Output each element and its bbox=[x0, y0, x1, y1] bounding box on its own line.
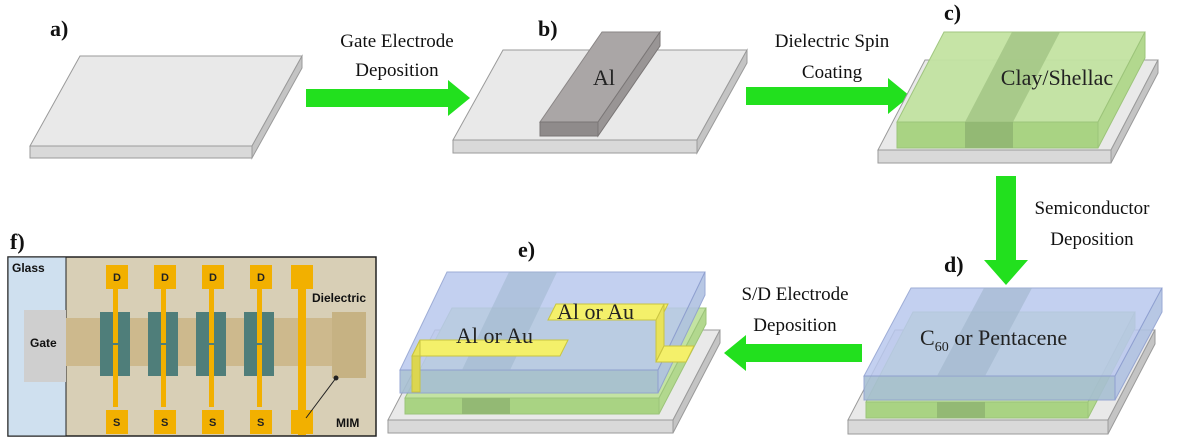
substrate-front bbox=[29, 145, 253, 159]
drain-pad bbox=[154, 265, 176, 289]
panel-b-label: b) bbox=[538, 16, 558, 41]
source-pad bbox=[202, 410, 224, 434]
drain-pad bbox=[250, 265, 272, 289]
step-sd-deposition: S/D Electrode Deposition bbox=[724, 284, 862, 371]
step-gate-line1: Gate Electrode bbox=[340, 31, 453, 52]
drain-electrode bbox=[547, 303, 669, 321]
transistor-2: D S bbox=[148, 265, 178, 434]
source-pad bbox=[250, 410, 272, 434]
drain-finger bbox=[161, 285, 166, 343]
panel-d: d) C60 or Pentacene bbox=[847, 252, 1163, 435]
step-semi-line1: Semiconductor bbox=[1034, 198, 1150, 219]
arrow-left-icon bbox=[724, 335, 862, 371]
mim-capacitor bbox=[332, 312, 366, 378]
gate-material-label: Al bbox=[593, 65, 615, 90]
source-pad-label: S bbox=[257, 417, 264, 429]
drain-finger bbox=[113, 285, 118, 343]
source-pad bbox=[154, 410, 176, 434]
substrate-front bbox=[847, 419, 1109, 435]
substrate-side bbox=[1107, 329, 1156, 435]
source-pad bbox=[106, 410, 128, 434]
source-pad-label: S bbox=[209, 417, 216, 429]
mim-leader-dot bbox=[333, 375, 339, 381]
drain-pad bbox=[106, 265, 128, 289]
step-semi-line2: Deposition bbox=[1050, 229, 1134, 250]
step-dielectric-line2: Coating bbox=[802, 62, 863, 83]
transistor-1: D S bbox=[100, 265, 130, 434]
transistor-3: D S bbox=[196, 265, 226, 434]
source-finger bbox=[257, 345, 262, 407]
buried-gate-shadow bbox=[937, 288, 1032, 376]
dielectric-material-label: Clay/Shellac bbox=[1001, 65, 1114, 90]
arrow-right-icon bbox=[746, 78, 910, 114]
arrow-right-icon bbox=[306, 80, 470, 116]
substrate-side bbox=[1110, 59, 1159, 164]
buried-gate bbox=[965, 32, 1060, 122]
drain-pad-label: D bbox=[209, 272, 217, 284]
step-sd-line2: Deposition bbox=[753, 315, 837, 336]
substrate-side bbox=[696, 48, 748, 155]
mim-label: MIM bbox=[336, 416, 359, 430]
step-dielectric-coating: Dielectric Spin Coating bbox=[746, 31, 910, 114]
panel-c-label: c) bbox=[944, 0, 961, 25]
dielectric-side bbox=[1097, 31, 1146, 149]
source-finger bbox=[113, 345, 118, 407]
source-pad-label: S bbox=[113, 417, 120, 429]
arrow-down-icon bbox=[984, 176, 1028, 285]
drain-pad bbox=[202, 265, 224, 289]
semiconductor-material-label: C60 or Pentacene bbox=[920, 325, 1067, 355]
mim-leader-line bbox=[305, 377, 337, 419]
panel-c: c) Clay/Shellac bbox=[877, 0, 1159, 164]
mim-top-pad bbox=[291, 265, 313, 289]
source-pad-label: S bbox=[161, 417, 168, 429]
panel-e: e) Al or Au Al or Au bbox=[387, 237, 721, 434]
step-gate-deposition: Gate Electrode Deposition bbox=[306, 31, 470, 116]
step-sd-line1: S/D Electrode bbox=[741, 284, 848, 305]
glass-label: Glass bbox=[12, 261, 45, 275]
step-semiconductor-deposition: Semiconductor Deposition bbox=[984, 176, 1150, 285]
step-dielectric-line1: Dielectric Spin bbox=[775, 31, 890, 52]
source-electrode-label: Al or Au bbox=[456, 323, 533, 348]
substrate-front bbox=[452, 139, 698, 154]
source-finger bbox=[209, 345, 214, 407]
panel-a-label: a) bbox=[50, 16, 68, 41]
substrate-front bbox=[387, 419, 674, 434]
mim-electrode bbox=[298, 265, 306, 435]
drain-finger bbox=[209, 285, 214, 343]
panel-b: b) Al bbox=[452, 16, 748, 155]
buried-gate-front bbox=[937, 402, 985, 418]
drain-electrode-foot bbox=[655, 345, 695, 363]
drain-electrode-label: Al or Au bbox=[557, 299, 634, 324]
dielectric-label: Dielectric bbox=[312, 291, 366, 305]
drain-finger bbox=[257, 285, 262, 343]
step-gate-line2: Deposition bbox=[355, 60, 439, 81]
source-finger bbox=[161, 345, 166, 407]
gate-bar-front bbox=[539, 121, 599, 137]
semiconductor-front bbox=[399, 369, 659, 394]
panel-a: a) bbox=[29, 16, 303, 160]
dielectric-front bbox=[404, 397, 660, 415]
buried-gate-front bbox=[965, 122, 1013, 148]
gate-bar-side bbox=[597, 30, 661, 138]
transistor-4: D S bbox=[244, 265, 274, 434]
drain-pad-label: D bbox=[257, 272, 265, 284]
source-electrode-leg bbox=[411, 355, 421, 393]
panel-d-label: d) bbox=[944, 252, 964, 277]
semiconductor-front bbox=[863, 375, 1116, 401]
semiconductor-side bbox=[657, 271, 706, 394]
buried-gate-front bbox=[462, 398, 510, 414]
drain-pad-label: D bbox=[161, 272, 169, 284]
semiconductor-side bbox=[1114, 287, 1163, 401]
panel-f: f) Glass Gate Dielectric D S D S bbox=[7, 229, 377, 437]
panel-e-label: e) bbox=[518, 237, 535, 262]
gate-contact bbox=[24, 310, 66, 382]
gate-label: Gate bbox=[30, 336, 57, 350]
substrate-side bbox=[251, 54, 303, 160]
drain-pad-label: D bbox=[113, 272, 121, 284]
panel-f-label: f) bbox=[10, 229, 25, 254]
substrate-side bbox=[672, 329, 721, 434]
substrate-front bbox=[877, 149, 1112, 164]
